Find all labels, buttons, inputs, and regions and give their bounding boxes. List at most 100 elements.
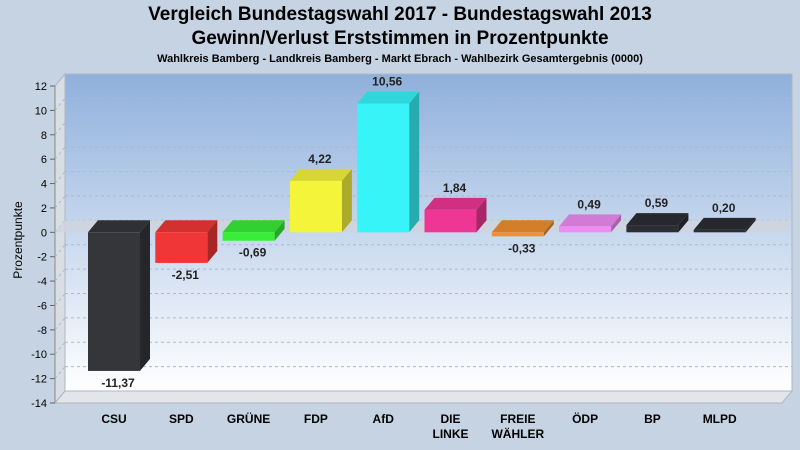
bar-front xyxy=(626,225,679,233)
bar-side xyxy=(745,217,756,233)
bar-top xyxy=(491,220,554,233)
data-label: -0,33 xyxy=(508,241,536,255)
y-tick-label: -14 xyxy=(31,398,47,410)
x-tick-label: CSU xyxy=(101,412,126,426)
bar-front xyxy=(357,103,410,233)
bar xyxy=(559,214,622,233)
x-tick-label: BP xyxy=(644,412,661,426)
y-tick-label: -8 xyxy=(37,325,47,337)
bar-front xyxy=(693,229,746,233)
bar xyxy=(424,197,487,233)
data-label: 10,56 xyxy=(372,75,402,89)
bar-top xyxy=(88,220,150,233)
y-tick-label: -12 xyxy=(31,374,47,386)
bar-side xyxy=(274,220,285,241)
bar xyxy=(626,213,689,233)
bar-side xyxy=(409,91,420,233)
y-tick-label: 2 xyxy=(41,203,47,215)
gridline-side xyxy=(54,146,66,160)
bar-front xyxy=(559,226,612,233)
bar-side xyxy=(341,168,352,233)
bar-top xyxy=(693,217,756,230)
bars xyxy=(88,91,756,371)
y-tick-label: -10 xyxy=(31,349,47,361)
data-label: 4,22 xyxy=(308,152,332,166)
x-tick-label: DIE xyxy=(440,412,460,426)
bar xyxy=(693,217,756,233)
plot-left-wall xyxy=(54,72,66,405)
y-tick-label: 6 xyxy=(41,154,47,166)
data-label: -0,69 xyxy=(239,246,267,260)
bar xyxy=(155,220,218,263)
y-tick-label: 8 xyxy=(41,130,47,142)
value-labels: -11,37 -2,51 -0,69 4,22 10,56 1,84 -0,33 0,49 0,… xyxy=(101,75,735,390)
y-tick-label: 10 xyxy=(35,105,47,117)
gridline-side xyxy=(54,341,66,355)
bar-top xyxy=(155,220,218,233)
plot-floor xyxy=(53,390,794,404)
x-tick-label: WÄHLER xyxy=(491,426,544,441)
data-label: -2,51 xyxy=(172,268,200,282)
gridline-side xyxy=(54,366,66,379)
bar-side xyxy=(678,213,689,233)
x-tick-label: MLPD xyxy=(703,412,737,426)
bar-side xyxy=(140,220,150,371)
bar xyxy=(289,168,352,233)
bar-top xyxy=(424,197,487,210)
x-tick-label: GRÜNE xyxy=(227,411,270,426)
bar-front xyxy=(491,232,544,237)
bar xyxy=(222,220,285,241)
bar-side xyxy=(207,220,218,263)
y-axis: 12 10 8 6 4 2 0 -2 -4 -6 -8 -10 -12 -14 xyxy=(31,81,55,410)
gridline-side xyxy=(54,244,66,258)
y-axis-label: Prozentpunkte xyxy=(11,201,25,279)
x-tick-label: AfD xyxy=(373,412,395,426)
bar-front xyxy=(88,232,140,371)
gridline-side xyxy=(54,293,66,306)
bar xyxy=(357,91,420,233)
data-label: 1,84 xyxy=(443,181,467,195)
gridline-side xyxy=(54,171,66,184)
bar xyxy=(88,220,150,371)
gridline-side xyxy=(54,98,66,111)
chart-title: Vergleich Bundestagswahl 2017 - Bundesta… xyxy=(148,4,652,25)
bar xyxy=(491,220,554,237)
data-label: 0,20 xyxy=(712,201,736,215)
y-tick-label: -2 xyxy=(37,252,47,264)
x-tick-label: ÖDP xyxy=(572,411,598,426)
bar-top xyxy=(559,214,622,227)
bar-front xyxy=(424,209,477,233)
y-tick-label: -4 xyxy=(37,276,47,288)
gridline-side xyxy=(54,73,66,87)
bar-front xyxy=(289,180,342,233)
gridline-side xyxy=(54,122,66,136)
gridline-side xyxy=(54,317,66,331)
bar-side xyxy=(476,197,487,233)
data-label: -11,37 xyxy=(101,376,135,390)
gridline-side xyxy=(54,268,66,282)
data-label: 0,49 xyxy=(577,197,601,211)
y-tick-label: 12 xyxy=(35,81,47,93)
x-tick-label: FREIE xyxy=(500,412,535,426)
gridline-side xyxy=(54,195,66,209)
gridline-side xyxy=(54,390,66,404)
bar-side xyxy=(611,214,622,233)
bar-top xyxy=(289,168,352,181)
bar-top xyxy=(357,91,420,104)
data-label: 0,59 xyxy=(645,196,669,210)
bar-front xyxy=(155,232,208,263)
bar-top xyxy=(222,220,285,233)
x-tick-label: LINKE xyxy=(433,427,469,441)
bar-top xyxy=(626,213,689,226)
bar-front xyxy=(222,232,275,241)
y-tick-label: -6 xyxy=(37,300,47,312)
y-tick-label: 0 xyxy=(41,227,47,239)
x-tick-label: SPD xyxy=(169,412,194,426)
y-tick-label: 4 xyxy=(41,179,47,191)
chart-subtitle: Gewinn/Verlust Erststimmen in Prozentpun… xyxy=(191,28,609,49)
bar-side xyxy=(543,220,554,237)
x-tick-label: FDP xyxy=(304,412,328,426)
